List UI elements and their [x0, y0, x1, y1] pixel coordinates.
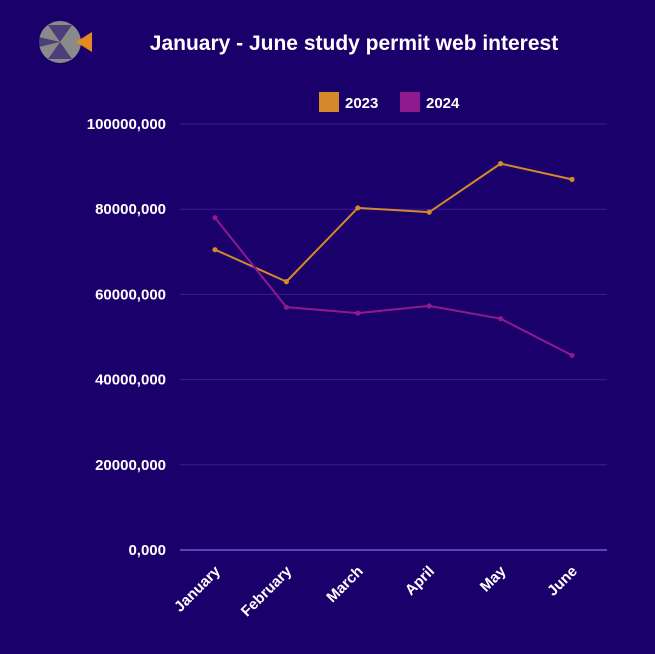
- data-point: [283, 279, 289, 285]
- x-tick-label: March: [323, 563, 366, 606]
- y-tick-label: 100000,000: [87, 116, 166, 133]
- data-point: [212, 215, 218, 221]
- logo: [39, 21, 92, 63]
- data-point: [426, 303, 432, 309]
- data-point: [569, 176, 575, 182]
- series-line: [214, 217, 573, 357]
- data-point: [283, 304, 289, 310]
- y-tick-label: 40000,000: [95, 372, 166, 389]
- legend-swatch-2023: [319, 92, 339, 112]
- x-tick-label: April: [402, 563, 438, 599]
- y-tick-label: 60000,000: [95, 286, 166, 303]
- x-tick-label: February: [238, 562, 296, 620]
- y-tick-label: 20000,000: [95, 457, 166, 474]
- x-tick-label: June: [544, 563, 581, 600]
- x-axis: January February March April May June: [171, 562, 581, 620]
- data-point: [498, 161, 504, 167]
- grid-lines: [180, 123, 607, 466]
- data-point: [498, 316, 504, 322]
- series-line: [214, 162, 573, 283]
- legend: 2023 2024: [319, 92, 460, 112]
- legend-label-2024: 2024: [426, 95, 460, 112]
- series-2024: [212, 215, 575, 358]
- y-tick-label: 80000,000: [95, 201, 166, 218]
- legend-label-2023: 2023: [345, 95, 378, 112]
- data-point: [355, 310, 361, 316]
- series-layer: [212, 161, 575, 358]
- data-point: [426, 209, 432, 215]
- data-point: [355, 205, 361, 211]
- chart-title: January - June study permit web interest: [150, 32, 558, 55]
- data-point: [569, 352, 575, 358]
- x-tick-label: May: [477, 562, 510, 595]
- series-2023: [212, 161, 575, 285]
- x-tick-label: January: [171, 562, 224, 615]
- legend-swatch-2024: [400, 92, 420, 112]
- data-point: [212, 247, 218, 253]
- y-tick-label: 0,000: [128, 542, 166, 559]
- y-axis: 0,000 20000,000 40000,000 60000,000 80000,00…: [87, 116, 166, 559]
